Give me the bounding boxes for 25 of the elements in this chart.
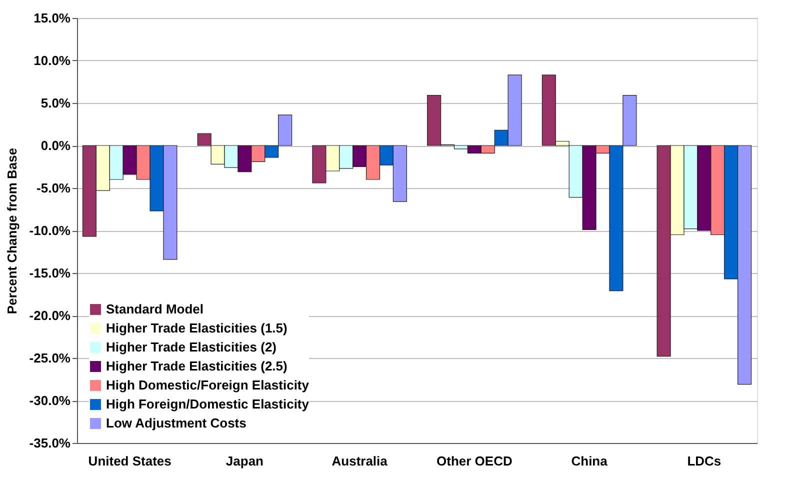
y-tick-label: -20.0% [29, 308, 71, 323]
y-tick-label: 0.0% [40, 138, 71, 153]
legend-label: Low Adjustment Costs [106, 416, 246, 430]
y-tick-label: -35.0% [29, 436, 71, 450]
legend-label: High Foreign/Domestic Elasticity [106, 396, 310, 412]
x-tick-label: China [571, 454, 608, 468]
legend-label: Standard Model [106, 302, 204, 316]
x-tick-label: Japan [226, 454, 264, 468]
x-tick-label: Australia [332, 454, 388, 468]
y-tick-label: 10.0% [34, 53, 71, 68]
y-tick-label: 5.0% [40, 96, 71, 110]
legend-label: High Domestic/Foreign Elasticity [106, 378, 310, 392]
x-tick-label: LDCs [687, 454, 722, 468]
y-axis-title: Percent Change from Base [4, 148, 20, 314]
y-tick-label: -30.0% [29, 393, 71, 408]
x-tick-label: United States [88, 454, 172, 468]
x-tick-label: Other OECD [436, 454, 512, 468]
y-tick-label: -25.0% [29, 350, 71, 366]
y-tick-label: 15.0% [34, 10, 71, 26]
y-tick-label: -10.0% [29, 223, 71, 238]
legend-label: Higher Trade Elasticities (1.5) [106, 320, 288, 336]
y-tick-label: -15.0% [29, 266, 71, 280]
y-tick-label: -5.0% [36, 180, 71, 196]
legend-label: Higher Trade Elasticities (2.5) [106, 358, 288, 374]
legend-label: Higher Trade Elasticities (2) [106, 340, 277, 354]
